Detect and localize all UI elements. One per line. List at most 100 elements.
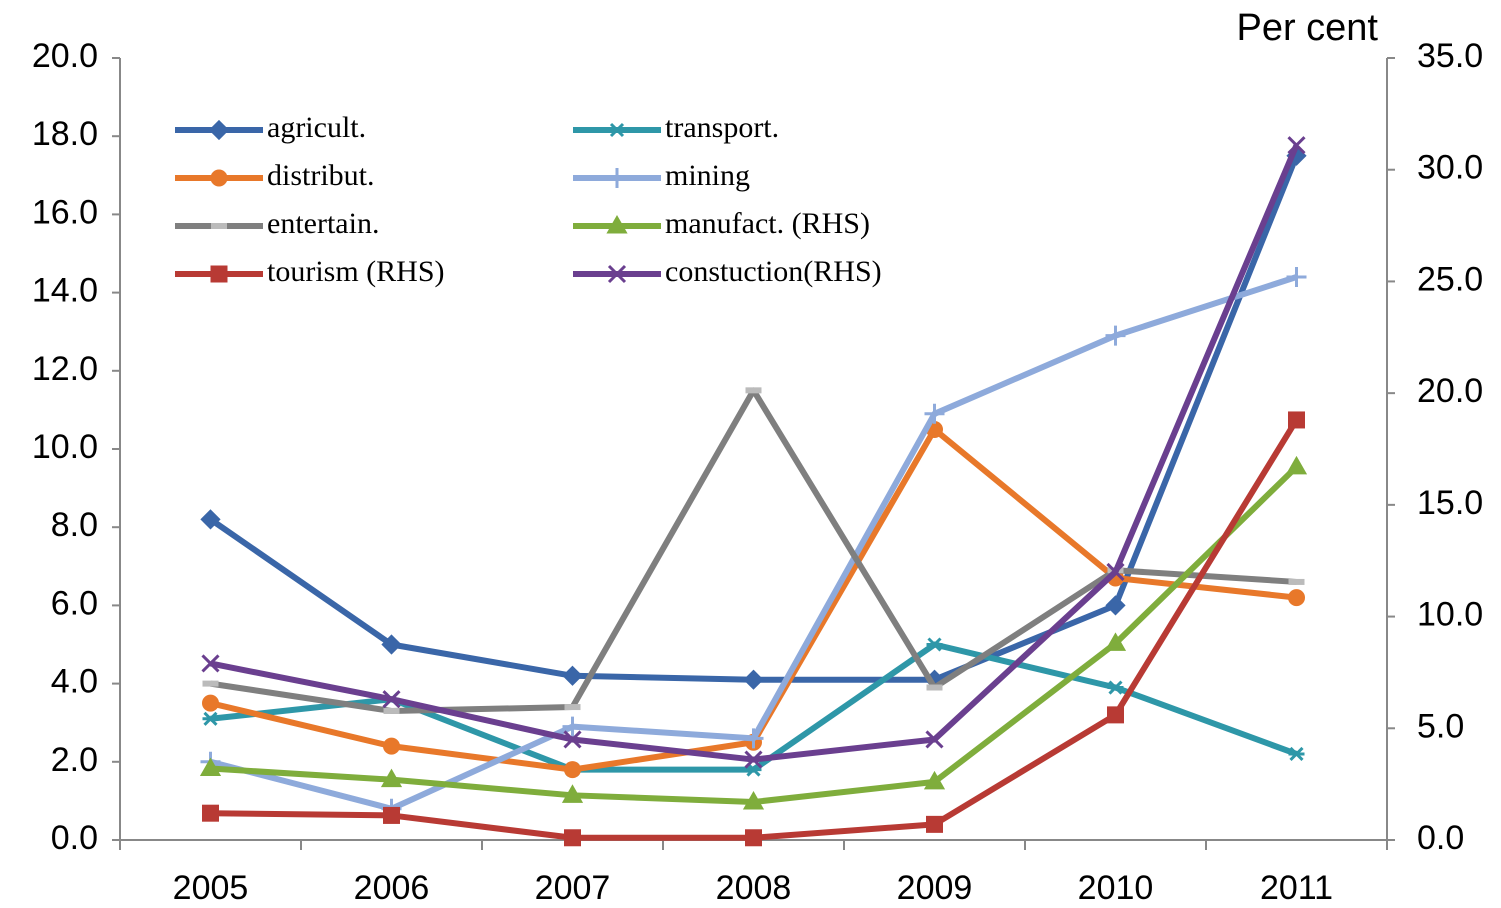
series <box>199 455 1308 810</box>
marker <box>201 654 220 673</box>
marker <box>745 829 762 847</box>
legend-label: transport. <box>665 111 779 144</box>
x-tick-label: 2011 <box>1260 869 1333 907</box>
marker <box>1105 595 1126 616</box>
y-tick-label: 4.0 <box>51 663 98 701</box>
marker <box>381 634 402 655</box>
marker <box>742 790 765 810</box>
marker <box>210 265 228 283</box>
y-tick-label: 2.0 <box>51 741 98 779</box>
series <box>200 145 1307 690</box>
y-tick-label: 8.0 <box>51 506 98 544</box>
legend-label: agricult. <box>267 111 366 144</box>
marker <box>564 829 581 847</box>
marker <box>383 737 400 755</box>
marker <box>211 223 227 229</box>
marker <box>1285 455 1308 475</box>
marker <box>382 690 401 709</box>
legend-marker <box>210 169 228 187</box>
y-tick-label: 20.0 <box>32 37 98 75</box>
x-tick-label: 2007 <box>535 869 611 907</box>
x-tick-label: 2009 <box>897 869 973 907</box>
y-tick-label: 16.0 <box>32 193 98 231</box>
x-tick-label: 2006 <box>354 869 430 907</box>
legend-label: tourism (RHS) <box>267 255 445 288</box>
marker <box>1104 632 1127 651</box>
marker <box>383 707 400 714</box>
marker <box>208 119 230 141</box>
marker <box>743 669 764 690</box>
marker <box>202 711 219 726</box>
y-tick-label: 18.0 <box>32 115 98 153</box>
marker <box>1107 706 1124 724</box>
marker <box>562 716 583 737</box>
marker <box>1286 266 1307 287</box>
marker <box>1106 562 1125 581</box>
y2-tick-label: 25.0 <box>1417 260 1483 298</box>
marker <box>380 768 403 788</box>
legend-marker <box>211 223 227 229</box>
marker <box>606 214 628 234</box>
axis-unit-label: Per cent <box>1236 7 1378 49</box>
y2-tick-label: 10.0 <box>1417 596 1483 634</box>
series <box>201 136 1306 769</box>
marker <box>202 804 219 822</box>
y-tick-label: 6.0 <box>51 584 98 622</box>
legend-marker <box>609 122 625 138</box>
legend-marker <box>607 264 627 284</box>
marker <box>925 730 944 749</box>
marker <box>202 694 219 712</box>
legend-marker <box>210 265 228 283</box>
marker <box>926 815 943 833</box>
legend-label: constuction(RHS) <box>665 255 882 288</box>
legend-label: entertain. <box>267 207 379 240</box>
x-tick-label: 2008 <box>716 869 792 907</box>
y2-tick-label: 30.0 <box>1417 149 1483 187</box>
marker <box>210 169 228 187</box>
marker <box>609 122 625 138</box>
y-tick-label: 10.0 <box>32 428 98 466</box>
legend-label: manufact. (RHS) <box>665 207 870 240</box>
y-tick-label: 12.0 <box>32 350 98 388</box>
marker <box>607 168 627 188</box>
marker <box>1287 136 1306 155</box>
marker <box>1288 411 1305 429</box>
marker <box>743 728 764 749</box>
marker <box>564 704 581 711</box>
marker <box>1107 680 1124 695</box>
y2-tick-label: 15.0 <box>1417 484 1483 522</box>
marker <box>1288 589 1305 607</box>
series <box>202 411 1305 847</box>
legend-label: distribut. <box>267 159 375 192</box>
line <box>210 387 1297 714</box>
marker <box>200 509 221 530</box>
marker <box>202 680 219 687</box>
x-tick-label: 2005 <box>173 869 249 907</box>
legend-label: mining <box>665 159 750 192</box>
marker <box>199 757 222 777</box>
marker <box>745 387 762 394</box>
marker <box>561 784 584 803</box>
y-tick-label: 0.0 <box>51 819 98 857</box>
marker <box>1288 578 1305 585</box>
marker <box>563 730 582 749</box>
y2-tick-label: 20.0 <box>1417 372 1483 410</box>
x-tick-label: 2010 <box>1078 869 1154 907</box>
legend-marker <box>607 168 627 188</box>
marker <box>383 806 400 824</box>
y2-tick-label: 5.0 <box>1417 707 1464 745</box>
marker <box>564 761 581 779</box>
marker <box>607 264 627 284</box>
marker <box>1105 325 1126 346</box>
line <box>209 426 1297 773</box>
y2-tick-label: 0.0 <box>1417 819 1464 857</box>
series <box>202 420 1305 779</box>
legend-marker <box>208 119 230 141</box>
marker <box>1288 746 1305 762</box>
marker <box>926 684 943 691</box>
marker <box>926 637 943 652</box>
marker <box>924 403 945 424</box>
y-tick-label: 14.0 <box>32 272 98 310</box>
marker <box>923 770 946 790</box>
